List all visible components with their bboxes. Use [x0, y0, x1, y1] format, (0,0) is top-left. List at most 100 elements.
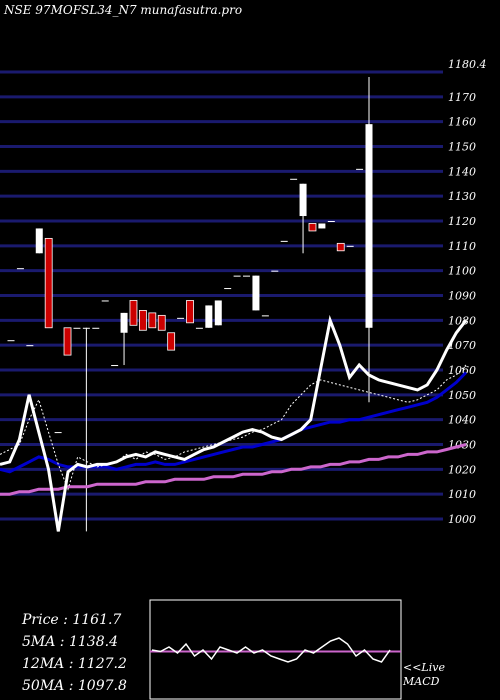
candle: [186, 300, 194, 324]
macd-label: MACD: [403, 675, 440, 688]
ma50-readout: 50MA : 1097.8: [22, 678, 127, 694]
candle-body: [120, 312, 128, 333]
candle: [252, 275, 260, 311]
candle: [290, 178, 298, 180]
candle: [16, 268, 24, 270]
macd-panel: [149, 599, 402, 700]
y-tick-1140: 1140: [448, 165, 476, 178]
y-tick-1150: 1150: [448, 141, 476, 154]
candle-body: [111, 365, 119, 367]
candle-body: [157, 314, 166, 331]
candle-body: [224, 288, 232, 290]
y-tick-1160: 1160: [448, 116, 476, 129]
y-tick-1080: 1080: [448, 314, 476, 327]
ma50-value: 1097.8: [77, 678, 127, 694]
price-readout: Price : 1161.7: [22, 612, 122, 628]
candle: [120, 312, 128, 366]
candle: [261, 315, 269, 317]
ma-long-line: [0, 443, 467, 496]
candle-body: [167, 332, 176, 351]
ma12-label: 12MA: [22, 656, 65, 672]
candle: [138, 309, 147, 331]
chart-title: NSE 97MOFSL34_N7 munafasutra.pro: [4, 3, 243, 17]
candle-body: [271, 270, 279, 272]
candle: [167, 332, 176, 351]
candle-body: [73, 327, 81, 329]
ma5-value: 1138.4: [68, 634, 118, 650]
candle: [195, 327, 203, 329]
moving-averages: [0, 314, 468, 532]
candle: [356, 168, 364, 170]
candle-body: [44, 237, 53, 329]
candle: [336, 242, 345, 252]
candle: [243, 275, 251, 277]
ma50-label: 50MA: [22, 678, 65, 694]
y-tick-1060: 1060: [448, 364, 476, 377]
candle: [26, 345, 34, 347]
candle: [129, 300, 138, 326]
price-label: Price: [22, 612, 59, 628]
y-tick-1000: 1000: [448, 513, 476, 526]
candle-body: [346, 245, 354, 247]
candle: [327, 221, 335, 222]
candle-body: [63, 327, 72, 356]
candle-body: [54, 432, 62, 434]
candle-body: [101, 300, 109, 302]
candle-body: [336, 242, 345, 252]
candle: [44, 237, 53, 329]
macd-frame: [149, 599, 402, 700]
macd-line: [151, 637, 391, 663]
y-tick-1110: 1110: [448, 240, 476, 253]
candle: [308, 223, 317, 232]
candle: [177, 317, 185, 319]
candle-body: [243, 275, 251, 277]
y-axis: 1000101010201030104010501060107010801090…: [448, 58, 487, 526]
close-line: [0, 314, 468, 532]
candle-body: [138, 309, 147, 331]
y-tick-top: 1180.4: [448, 58, 487, 71]
candle-body: [252, 275, 260, 311]
y-tick-1070: 1070: [448, 339, 476, 352]
candle-body: [195, 327, 203, 329]
ma12-readout: 12MA : 1127.2: [22, 656, 127, 672]
candle-body: [290, 178, 298, 180]
candle: [271, 270, 279, 272]
y-tick-1040: 1040: [448, 414, 476, 427]
candle: [101, 300, 109, 302]
candle-body: [186, 300, 194, 324]
candles: [7, 76, 373, 532]
candle-body: [356, 168, 364, 170]
candle-body: [205, 305, 213, 328]
y-tick-1090: 1090: [448, 290, 476, 303]
candle: [280, 240, 288, 242]
candle-body: [233, 275, 241, 277]
candle-body: [129, 300, 138, 326]
candle-body: [308, 223, 317, 232]
candle: [299, 183, 307, 254]
candle-body: [280, 240, 288, 242]
y-tick-1130: 1130: [448, 190, 476, 203]
candle: [318, 223, 326, 229]
y-tick-1170: 1170: [448, 91, 476, 104]
candle: [63, 327, 72, 356]
candle: [148, 312, 157, 329]
y-tick-1120: 1120: [448, 215, 476, 228]
ma-mid-line: [0, 371, 468, 474]
candle-body: [327, 221, 335, 222]
candle: [111, 365, 119, 367]
candle: [7, 340, 15, 342]
candle: [73, 327, 81, 329]
candle-body: [92, 327, 100, 329]
candle-body: [365, 124, 373, 328]
candle-body: [177, 317, 185, 319]
candle: [224, 288, 232, 290]
candle: [54, 432, 62, 434]
candle-body: [148, 312, 157, 329]
candle-body: [7, 340, 15, 342]
candle: [233, 275, 241, 277]
ma5-label: 5MA: [22, 634, 56, 650]
macd-live-label: <<Live: [403, 661, 445, 674]
y-tick-1050: 1050: [448, 389, 476, 402]
